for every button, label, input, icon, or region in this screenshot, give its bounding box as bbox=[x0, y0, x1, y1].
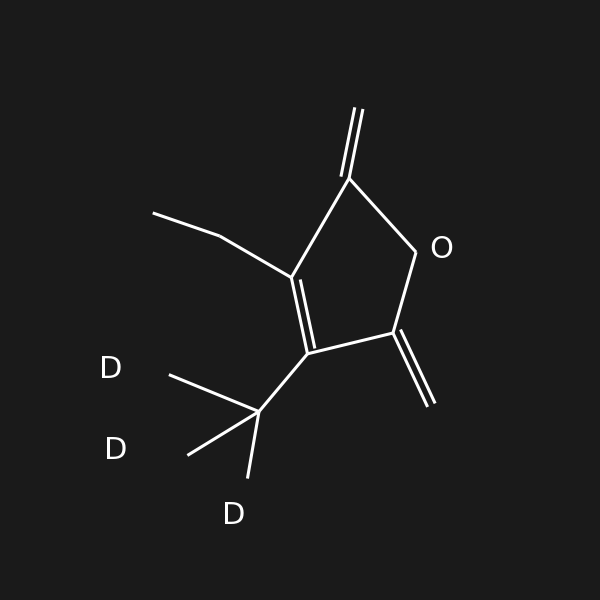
Text: D: D bbox=[222, 501, 245, 530]
Text: D: D bbox=[100, 355, 123, 385]
Text: D: D bbox=[104, 436, 127, 466]
Text: O: O bbox=[430, 235, 454, 265]
